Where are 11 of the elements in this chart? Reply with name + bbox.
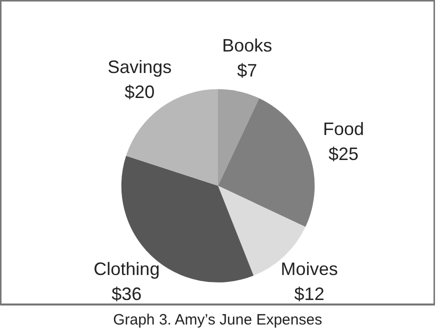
data-label: $20 (124, 82, 155, 102)
slice-label: Books (222, 35, 272, 56)
slice-label: Savings (108, 57, 172, 78)
text: Graph 3. Amy’s June Expenses (113, 312, 322, 328)
data-label: $7 (237, 60, 258, 80)
data-label: $36 (112, 284, 142, 304)
data-label: $12 (294, 284, 324, 304)
slice-label: Food (323, 118, 364, 139)
data-label: $25 (328, 144, 359, 164)
slice-label: Moives (280, 258, 338, 279)
slice-label: Clothing (94, 258, 160, 279)
